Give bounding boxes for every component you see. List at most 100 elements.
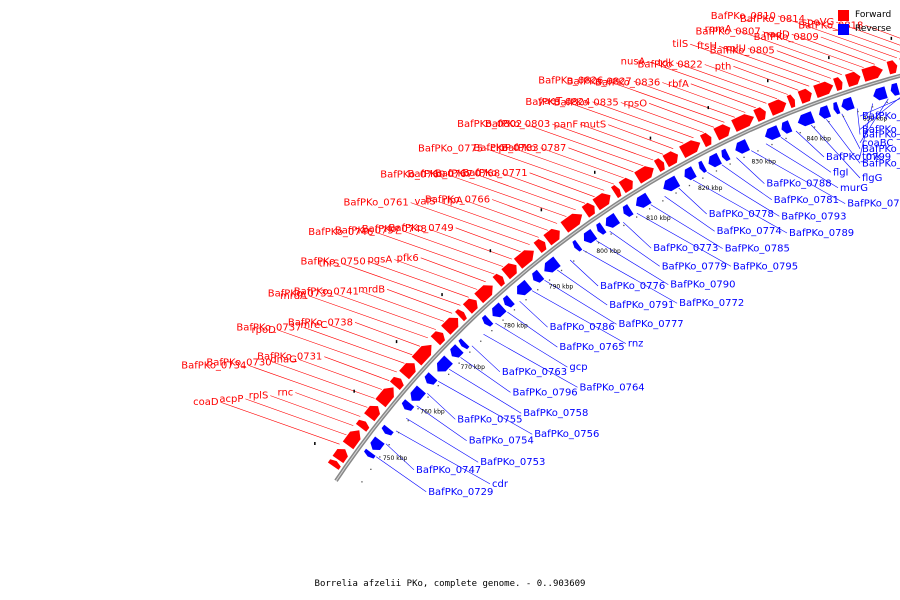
- gene-label: BafPKo_0799: [826, 152, 891, 163]
- gene-label: BafPKo_0776: [600, 281, 665, 292]
- gene-label: BafPKo_0731: [257, 352, 322, 363]
- label-leader-line: [791, 34, 875, 65]
- minor-tick-mark: [715, 170, 718, 172]
- gene-label: BafPKo_0803: [485, 119, 550, 130]
- minor-tick-mark: [649, 208, 651, 210]
- reverse-gene-arrow: [663, 175, 681, 192]
- forward-gene-arrow: [411, 344, 432, 366]
- reverse-gene-arrow: [583, 229, 598, 244]
- gene-label: pgsA: [367, 255, 392, 266]
- gene-label: BafPKo_0785: [725, 244, 790, 255]
- label-leader-line: [401, 230, 504, 267]
- label-leader-line: [675, 62, 778, 100]
- label-leader-line: [406, 417, 479, 463]
- gene-label: tmk: [862, 152, 882, 163]
- gene-label: BafPKo_0826: [538, 75, 603, 86]
- gene-label: BafPKo_0811: [862, 144, 900, 155]
- gene-label: BafPKo_0747: [416, 465, 481, 476]
- label-leader-line: [531, 290, 627, 344]
- label-leader-line: [394, 259, 478, 290]
- legend: Forward Reverse: [838, 8, 891, 36]
- reverse-gene-arrow: [797, 111, 815, 127]
- gene-label: murG: [840, 183, 868, 194]
- label-leader-line: [308, 295, 428, 339]
- forward-gene-arrow: [813, 81, 834, 98]
- label-leader-line: [650, 204, 723, 249]
- minor-tick-mark: [813, 126, 816, 128]
- reverse-gene-arrow: [708, 152, 722, 168]
- forward-gene-arrow: [462, 298, 478, 314]
- minor-tick-mark: [427, 396, 429, 398]
- label-leader-line: [747, 48, 832, 79]
- gene-label: BafPKo_0761: [344, 198, 409, 209]
- legend-forward-label: Forward: [855, 10, 892, 20]
- label-leader-line: [501, 173, 586, 204]
- label-leader-line: [471, 345, 501, 373]
- legend-reverse-label: Reverse: [855, 24, 892, 34]
- gene-label: rpsO: [624, 98, 648, 109]
- label-leader-line: [324, 356, 390, 381]
- label-leader-line: [721, 164, 772, 201]
- gene-label: yaeT: [538, 96, 563, 107]
- label-leader-line: [455, 227, 521, 253]
- gene-label: gcp: [569, 362, 587, 373]
- label-leader-line: [704, 64, 788, 95]
- gene-label: BafPKo_0814: [740, 14, 805, 25]
- gene-label: BafPKo_0827: [567, 76, 632, 87]
- label-leader-line: [270, 395, 354, 426]
- forward-swatch: [838, 9, 849, 21]
- label-leader-line: [568, 147, 634, 173]
- gene-label: rbfA: [668, 79, 689, 90]
- gene-label: rpmA: [705, 24, 732, 35]
- reverse-gene-arrow: [735, 139, 750, 154]
- reverse-gene-arrow: [381, 424, 394, 436]
- gene-label: BafPKo_0756: [534, 429, 599, 440]
- label-leader-line: [464, 200, 549, 231]
- label-leader-line: [495, 322, 568, 368]
- feature-mark: [441, 293, 443, 297]
- label-leader-line: [780, 137, 832, 173]
- label-leader-line: [859, 98, 889, 143]
- label-leader-line: [718, 45, 821, 83]
- minor-tick-mark: [597, 242, 600, 244]
- label-leader-line: [507, 311, 558, 348]
- label-leader-line: [245, 398, 347, 436]
- label-leader-line: [678, 187, 707, 215]
- reverse-gene-arrow: [833, 101, 841, 115]
- scale-tick-label: 840 kbp: [806, 135, 831, 142]
- minor-tick-mark: [771, 143, 773, 146]
- scale-tick-label: 760 kbp: [420, 408, 445, 415]
- minor-tick-mark: [491, 330, 493, 332]
- forward-gene-arrow: [731, 114, 754, 132]
- label-leader-line: [795, 130, 825, 158]
- minor-tick-mark: [407, 420, 409, 422]
- label-leader-line: [248, 365, 368, 408]
- minor-tick-mark: [417, 408, 419, 410]
- label-leader-line: [544, 279, 617, 325]
- label-leader-line: [385, 443, 415, 471]
- scale-tick-label: 800 kbp: [596, 248, 621, 255]
- reverse-gene-arrow: [622, 204, 634, 217]
- reverse-gene-arrow: [819, 105, 832, 119]
- forward-gene-arrow: [355, 419, 370, 432]
- minor-tick-mark: [437, 385, 439, 387]
- label-leader-line: [360, 291, 445, 322]
- gene-label: BafPKo_0774: [717, 226, 782, 237]
- label-leader-line: [806, 18, 900, 53]
- label-leader-line: [733, 66, 799, 91]
- label-leader-line: [367, 261, 469, 298]
- label-leader-line: [841, 113, 861, 149]
- gene-label: BafPKo_0781: [774, 195, 839, 206]
- forward-gene-arrow: [441, 317, 459, 335]
- label-leader-line: [438, 380, 533, 435]
- gene-label: BafPKo_0763: [502, 367, 567, 378]
- label-leader-line: [416, 405, 467, 441]
- gene-label: BafPKo_0777: [619, 319, 684, 330]
- gene-label: BafPKo_0773: [653, 243, 718, 254]
- minor-tick-mark: [785, 137, 787, 140]
- minor-tick-mark: [548, 279, 551, 281]
- label-leader-line: [664, 195, 715, 232]
- label-leader-line: [633, 81, 735, 118]
- forward-gene-arrow: [886, 60, 898, 75]
- forward-gene-arrow: [513, 250, 534, 269]
